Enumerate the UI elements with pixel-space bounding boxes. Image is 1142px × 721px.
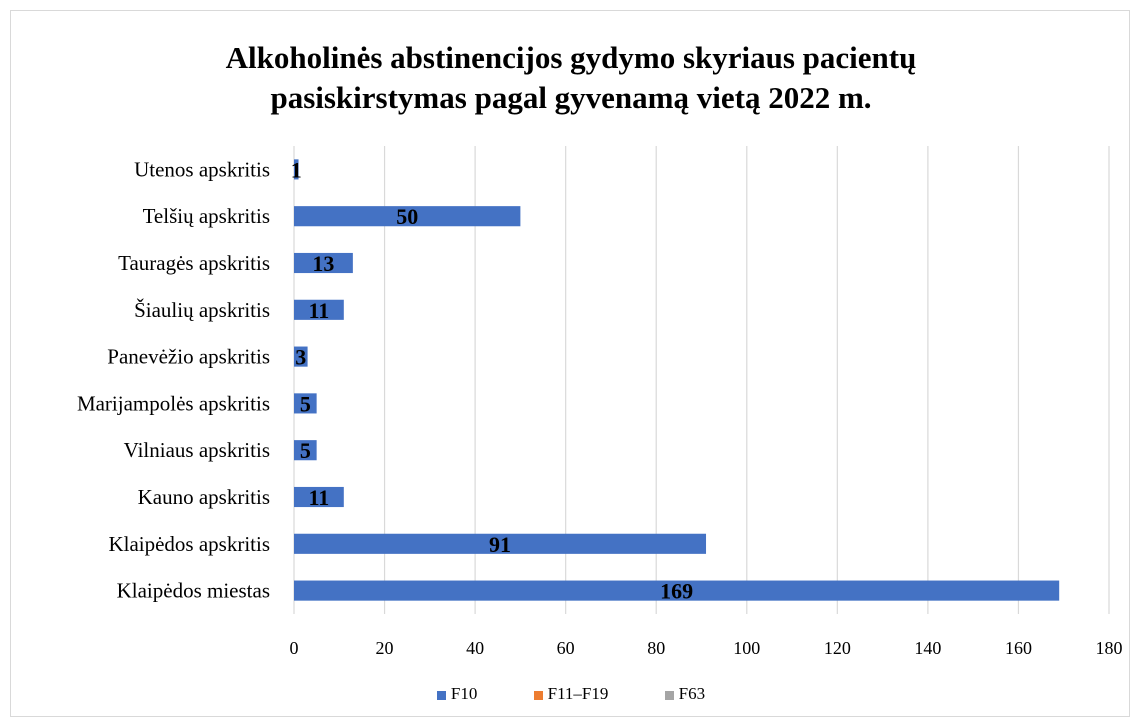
legend-label-f10: F10	[450, 684, 478, 703]
data-label: 5	[300, 438, 311, 463]
chart-title: Alkoholinės abstinencijos gydymo skyriau…	[0, 38, 1142, 118]
bar	[294, 533, 707, 554]
category-label: Klaipėdos apskritis	[108, 532, 270, 556]
legend-swatch-f63	[664, 690, 674, 700]
data-label: 11	[309, 298, 330, 323]
legend: F10 F11–F19 F63	[0, 684, 1142, 704]
data-label: 1	[291, 157, 302, 182]
x-tick-label: 160	[1005, 638, 1032, 658]
data-label: 3	[295, 345, 306, 370]
data-label: 169	[660, 579, 693, 604]
category-label: Telšių apskritis	[143, 204, 270, 228]
bar	[294, 299, 344, 320]
legend-item-f11-f19: F11–F19	[533, 684, 609, 704]
category-label: Tauragės apskritis	[118, 251, 270, 275]
legend-item-f63: F63	[664, 684, 706, 704]
bar	[294, 440, 317, 461]
category-label: Panevėžio apskritis	[107, 345, 270, 369]
category-label: Šiaulių apskritis	[134, 298, 270, 322]
chart-title-line-1: Alkoholinės abstinencijos gydymo skyriau…	[225, 40, 917, 75]
legend-label-f11-f19: F11–F19	[547, 684, 609, 703]
chart-title-line-2: pasiskirstymas pagal gyvenamą vietą 2022…	[270, 80, 872, 115]
x-tick-label: 140	[914, 638, 941, 658]
x-tick-label: 0	[290, 638, 299, 658]
legend-swatch-f11-f19	[533, 690, 543, 700]
data-label: 50	[396, 204, 418, 229]
bar	[294, 486, 344, 508]
legend-item-f10: F10	[436, 684, 478, 704]
x-tick-label: 180	[1096, 638, 1123, 658]
bar	[294, 252, 353, 274]
bar	[294, 393, 317, 414]
data-label: 11	[309, 485, 330, 510]
data-label: 13	[312, 251, 334, 276]
bar	[294, 580, 1060, 601]
category-label: Kauno apskritis	[138, 485, 270, 509]
legend-swatch-f10	[436, 690, 446, 700]
x-tick-label: 120	[824, 638, 851, 658]
bar	[294, 206, 521, 227]
x-tick-label: 20	[376, 638, 394, 658]
x-tick-label: 80	[647, 638, 665, 658]
x-tick-label: 40	[466, 638, 484, 658]
x-tick-label: 60	[557, 638, 575, 658]
category-label: Klaipėdos miestas	[117, 579, 270, 603]
category-label: Vilniaus apskritis	[124, 438, 270, 462]
data-label: 91	[489, 532, 511, 557]
data-label: 5	[300, 391, 311, 416]
category-label: Marijampolės apskritis	[77, 391, 270, 415]
category-label: Utenos apskritis	[134, 157, 270, 181]
x-tick-label: 100	[733, 638, 760, 658]
bar	[294, 346, 308, 367]
bar	[294, 159, 299, 180]
legend-label-f63: F63	[678, 684, 706, 703]
